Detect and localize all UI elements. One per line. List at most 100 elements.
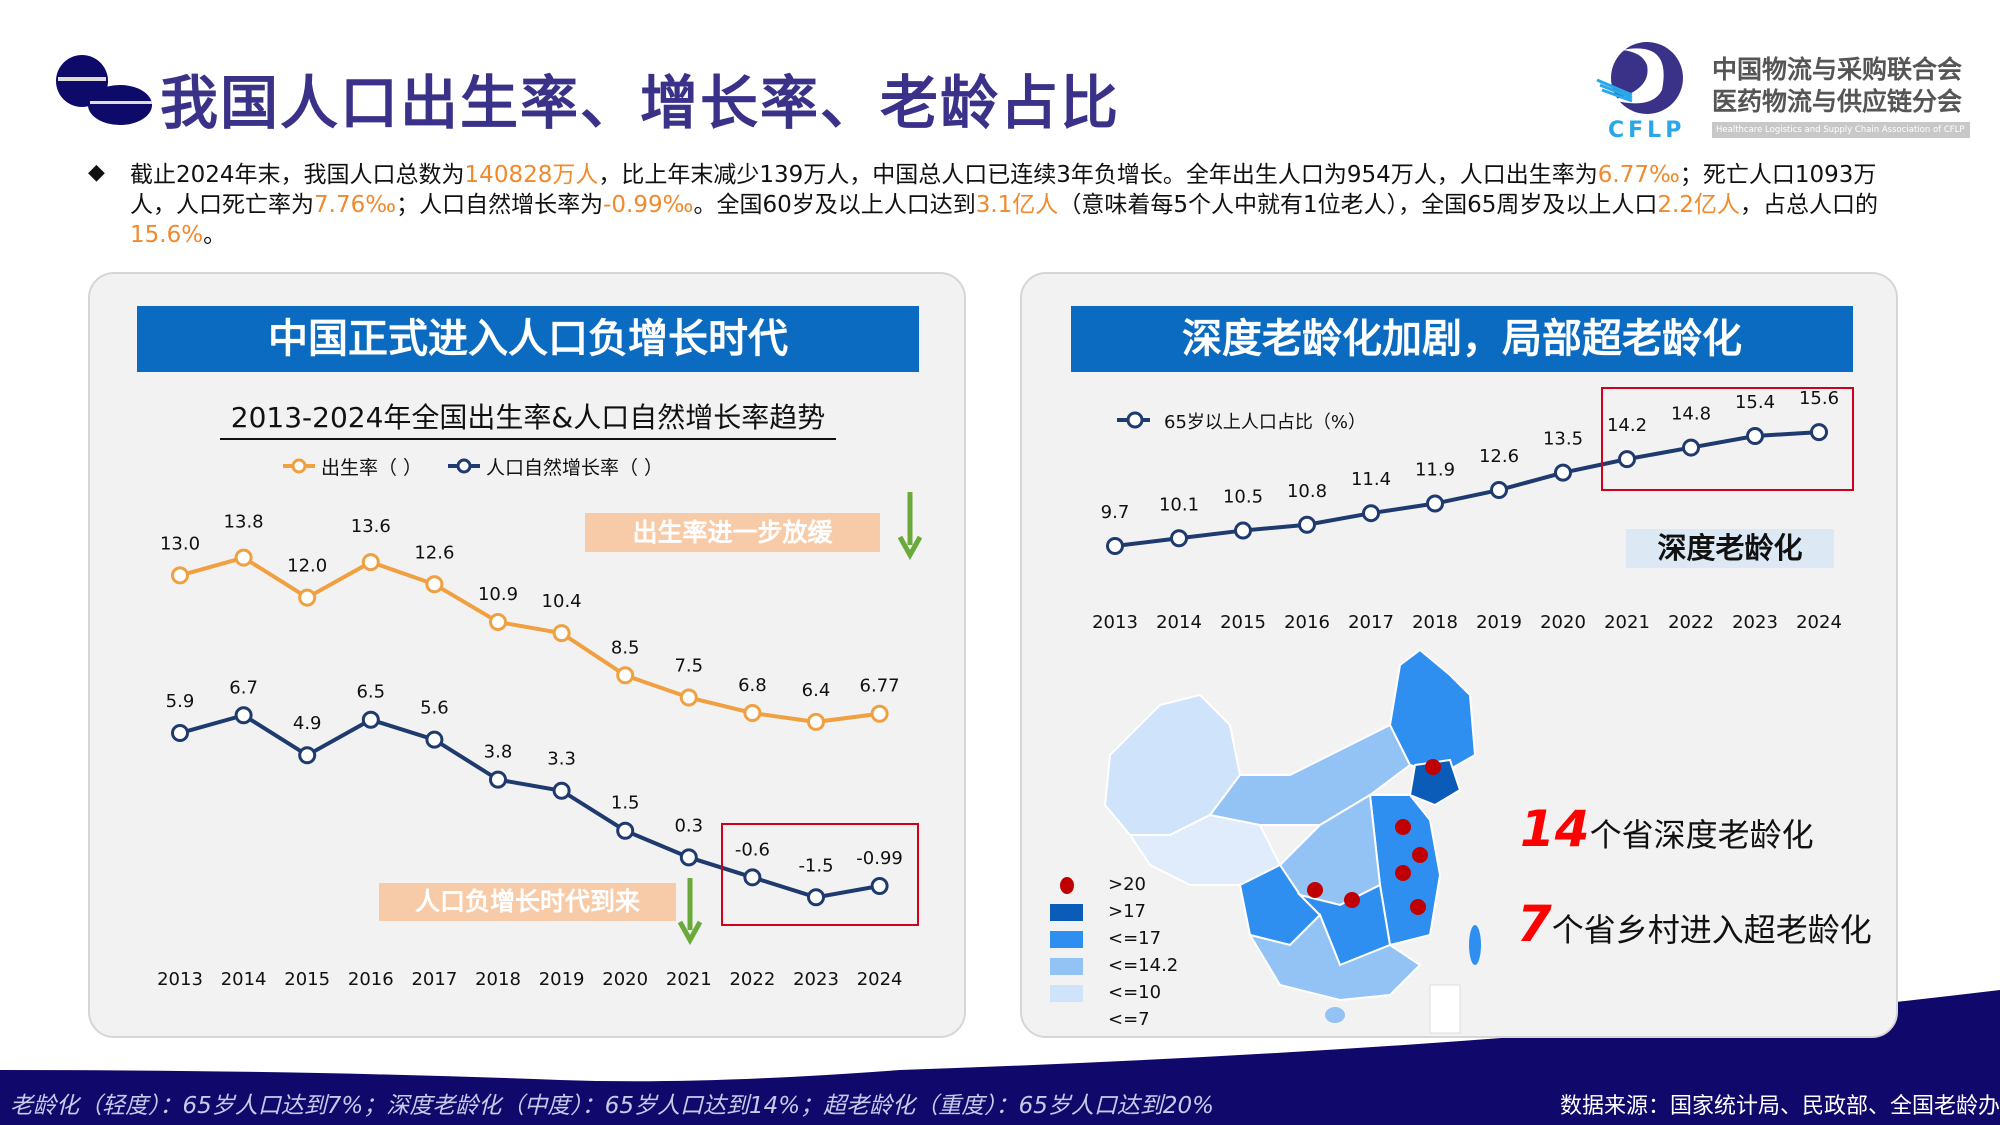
data-point [807, 712, 825, 731]
data-label: 13.8 [224, 512, 264, 533]
data-point [425, 730, 444, 749]
legend-swatch [1050, 985, 1083, 1002]
data-point [552, 781, 571, 800]
org-english-name: Healthcare Logistics and Supply Chain As… [1712, 122, 1970, 138]
super-aging-note: 7个省乡村进入超老龄化 [1517, 895, 1872, 953]
data-point [616, 821, 635, 840]
intro-text: ，占总人口的 [1739, 192, 1878, 218]
intro-text: 。全国60岁及以上人口达到 [693, 192, 976, 218]
x-tick-label: 2019 [1476, 612, 1522, 633]
data-label: 11.9 [1415, 460, 1455, 481]
china-aging-map [1103, 648, 1481, 1034]
data-label: 6.4 [802, 680, 831, 701]
x-tick-label: 2024 [1796, 612, 1842, 633]
footer-band [0, 990, 2000, 1125]
data-label: 5.9 [166, 691, 195, 712]
data-point [870, 704, 889, 723]
series-line [1114, 430, 1820, 548]
data-label: 1.5 [611, 793, 640, 814]
org-name-line2: 医药物流与供应链分会 [1712, 87, 1963, 116]
data-point [1298, 515, 1316, 534]
bullet-icon: ◆ [88, 160, 105, 185]
note-number: 14 [1520, 800, 1590, 858]
intro-highlight: 2.2亿人 [1657, 192, 1740, 218]
x-tick-label: 2014 [1156, 612, 1202, 633]
org-name-line1: 中国物流与采购联合会 [1712, 55, 1963, 84]
data-point [489, 770, 507, 789]
data-point [1106, 537, 1124, 555]
data-label: 10.5 [1223, 487, 1263, 508]
right-banner: 深度老龄化加剧，局部超老龄化 [1071, 306, 1853, 372]
data-point [489, 613, 507, 632]
data-point [1682, 438, 1700, 457]
data-point [1746, 426, 1764, 445]
x-tick-label: 2013 [1092, 612, 1138, 633]
intro-highlight: 6.77‰ [1597, 162, 1680, 188]
data-point [616, 666, 635, 685]
data-label: 12.6 [414, 542, 454, 563]
data-label: 13.0 [160, 533, 200, 554]
intro-text: 。 [203, 222, 227, 248]
data-label: 9.7 [1101, 502, 1130, 523]
data-label: 3.3 [547, 749, 576, 770]
note-number: 7 [1517, 895, 1552, 953]
legend-swatch [1050, 931, 1083, 948]
down-arrow-icon [897, 535, 923, 561]
legend-label: >20 [1108, 874, 1146, 895]
x-tick-label: 2018 [1412, 612, 1458, 633]
data-label: 4.9 [293, 713, 322, 734]
data-point [552, 624, 571, 643]
data-point [171, 566, 189, 585]
intro-highlight: 3.1亿人 [975, 192, 1059, 218]
legend-swatch [1060, 877, 1074, 894]
map-region-hainan [1325, 1007, 1345, 1023]
x-tick-label: 2013 [157, 969, 203, 990]
legend-label: >17 [1108, 901, 1146, 922]
x-tick-label: 2023 [793, 969, 839, 990]
x-tick-label: 2016 [348, 969, 394, 990]
left-banner: 中国正式进入人口负增长时代 [137, 306, 919, 372]
legend-marker [291, 458, 307, 474]
data-label: 6.7 [229, 677, 258, 698]
data-label: 10.1 [1159, 494, 1199, 515]
intro-highlight: 7.76‰ [314, 192, 397, 218]
data-point [234, 706, 253, 725]
data-label: 10.4 [542, 591, 582, 612]
negative-growth-tag: 人口负增长时代到来 [379, 883, 676, 921]
data-label: 3.8 [484, 742, 513, 763]
data-label: 10.8 [1287, 481, 1327, 502]
data-label: 13.6 [351, 516, 391, 537]
intro-text: ；人口自然增长率为 [396, 192, 604, 218]
right-panel [1020, 272, 1898, 1038]
data-point [1490, 481, 1508, 500]
map-region-taiwan [1469, 925, 1481, 965]
intro-highlight: 140828万人 [464, 162, 599, 188]
data-label: 13.5 [1543, 429, 1583, 450]
data-point [298, 746, 317, 765]
data-label: 14.8 [1671, 404, 1711, 425]
birth-slowdown-tag: 出生率进一步放缓 [585, 513, 880, 552]
x-tick-label: 2015 [284, 969, 330, 990]
data-label: 0.3 [674, 815, 703, 836]
x-tick-label: 2022 [1668, 612, 1714, 633]
data-label: 11.4 [1351, 469, 1391, 490]
intro-paragraph: 截止2024年末，我国人口总数为140828万人，比上年末减少139万人，中国总… [130, 160, 1880, 250]
data-point [743, 868, 762, 887]
data-label: 14.2 [1607, 415, 1647, 436]
chart-title: 2013-2024年全国出生率&人口自然增长率趋势 [220, 396, 836, 440]
legend-label: 出生率（ ） [321, 457, 422, 479]
data-point [1810, 423, 1828, 442]
legend-label: <=10 [1108, 982, 1162, 1003]
data-point [743, 704, 762, 723]
data-label: 6.5 [356, 682, 385, 703]
cflp-logo-icon [1596, 42, 1683, 114]
aging-definition: 老龄化（轻度）：65岁人口达到7%；深度老龄化（中度）：65岁人口达到14%；超… [10, 1093, 1215, 1119]
x-tick-label: 2020 [1540, 612, 1586, 633]
x-tick-label: 2024 [857, 969, 903, 990]
intro-text: ，比上年末减少139万人，中国总人口已连续3年负增长。全年出生人口为954万人，… [598, 162, 1598, 188]
map-south-sea-inset [1429, 984, 1461, 1034]
map-region-south [1247, 913, 1422, 1002]
deep-aging-note: 14个省深度老龄化 [1520, 800, 1814, 858]
series-line-1 [179, 713, 880, 900]
